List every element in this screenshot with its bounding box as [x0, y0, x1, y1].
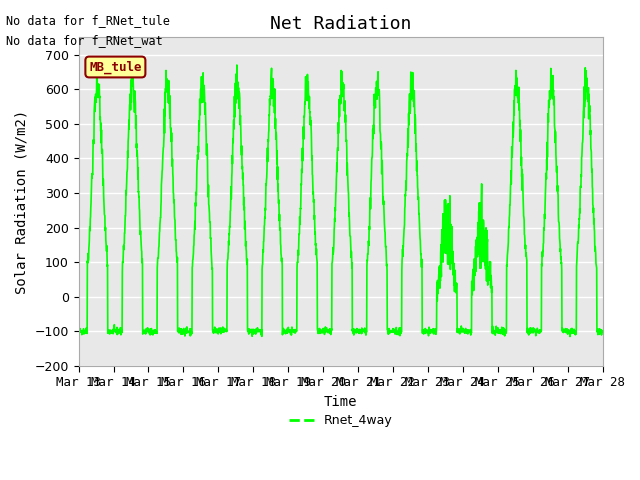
- Text: MB_tule: MB_tule: [89, 60, 141, 73]
- Legend: Rnet_4way: Rnet_4way: [284, 409, 397, 432]
- X-axis label: Time: Time: [324, 395, 357, 409]
- Text: No data for f_RNet_wat: No data for f_RNet_wat: [6, 34, 163, 47]
- Title: Net Radiation: Net Radiation: [270, 15, 412, 33]
- Y-axis label: Solar Radiation (W/m2): Solar Radiation (W/m2): [15, 109, 29, 294]
- Text: No data for f_RNet_tule: No data for f_RNet_tule: [6, 14, 170, 27]
